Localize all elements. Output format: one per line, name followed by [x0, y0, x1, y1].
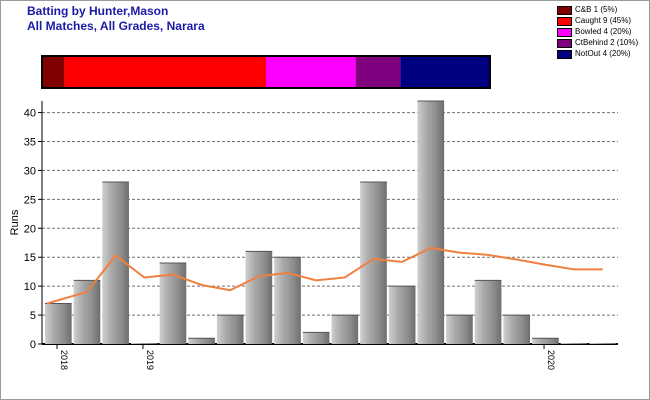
runs-bar [130, 343, 158, 344]
y-tick-label: 25 [24, 194, 36, 206]
y-tick-label: 5 [30, 310, 36, 322]
runs-bar [331, 315, 359, 344]
runs-bar [560, 343, 588, 344]
x-tick-label: 2018 [59, 350, 69, 370]
legend-label: Caught 9 (45%) [575, 16, 632, 25]
dismissal-bar-border [41, 55, 491, 89]
legend-label: Bowled 4 (20%) [575, 27, 632, 36]
y-tick-label: 10 [24, 281, 36, 293]
legend-label: NotOut 4 (20%) [575, 49, 631, 58]
dismissal-segment [400, 56, 490, 88]
y-axis-label: Runs [9, 209, 21, 235]
legend-swatch [557, 39, 572, 48]
runs-bar [417, 101, 445, 344]
x-tick-label: 2020 [546, 350, 556, 370]
y-tick-label: 20 [24, 223, 36, 235]
x-tick-label: 2019 [145, 350, 155, 370]
runs-bar [589, 343, 616, 344]
dismissal-segment [64, 56, 267, 88]
y-tick-label: 35 [24, 137, 36, 149]
legend-item: Bowled 4 (20%) [557, 27, 647, 38]
runs-bar [216, 315, 244, 344]
runs-bar [73, 280, 101, 344]
legend-swatch [557, 50, 572, 59]
y-tick-label: 30 [24, 165, 36, 177]
runs-bar [503, 315, 531, 344]
legend-swatch [557, 6, 572, 15]
dismissal-segment [266, 56, 356, 88]
legend-label: C&B 1 (5%) [575, 5, 618, 14]
runs-bar [532, 338, 559, 344]
y-tick-label: 15 [24, 252, 36, 264]
runs-bar [159, 263, 187, 344]
runs-bar [302, 332, 330, 344]
dismissal-segment [42, 56, 65, 88]
legend-item: Caught 9 (45%) [557, 16, 647, 27]
legend-swatch [557, 28, 572, 37]
legend-label: CtBehind 2 (10%) [575, 38, 639, 47]
runs-bar [360, 182, 387, 344]
average-line [46, 246, 603, 305]
runs-bar [188, 338, 215, 344]
y-tick-label: 0 [30, 339, 36, 351]
runs-bar [388, 286, 416, 344]
dismissal-segment [355, 56, 401, 88]
runs-bar [474, 280, 502, 344]
chart-subtitle: All Matches, All Grades, Narara [27, 19, 205, 33]
runs-bar [446, 315, 473, 344]
y-tick-label: 40 [24, 108, 36, 120]
legend: C&B 1 (5%) Caught 9 (45%) Bowled 4 (20%) Ct… [557, 5, 647, 60]
runs-bar [274, 257, 301, 344]
runs-bar [45, 303, 72, 344]
runs-bar [245, 251, 273, 344]
legend-item: CtBehind 2 (10%) [557, 38, 647, 49]
legend-item: C&B 1 (5%) [557, 5, 647, 16]
legend-swatch [557, 17, 572, 26]
legend-item: NotOut 4 (20%) [557, 49, 647, 60]
chart-title: Batting by Hunter,Mason [27, 4, 169, 18]
